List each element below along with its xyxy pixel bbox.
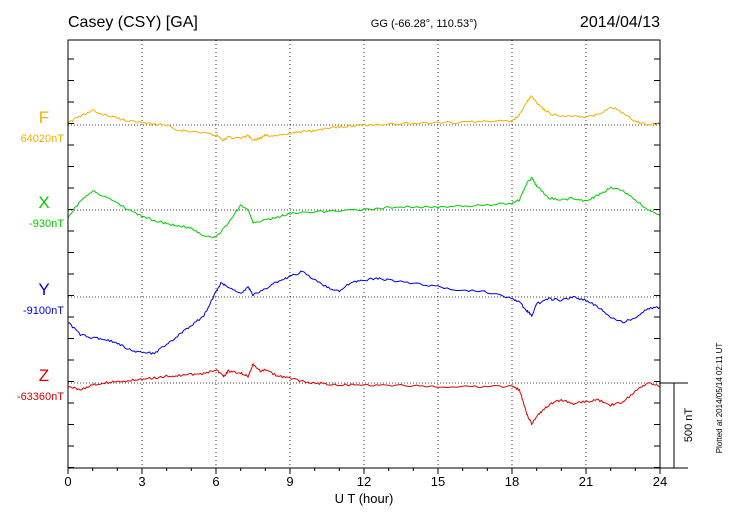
series-lines: [67, 95, 661, 426]
series-f-name: F: [39, 108, 49, 127]
series-labels: F 64020nT X -930nT Y -9100nT Z -63360nT: [17, 108, 64, 403]
series-x-name: X: [38, 193, 49, 212]
series-x-line: [67, 176, 661, 239]
series-z-line: [67, 363, 661, 426]
x-tick-label: 15: [431, 474, 445, 489]
date-label: 2014/04/13: [580, 14, 660, 31]
x-tick-label: 0: [64, 474, 71, 489]
series-f-line: [67, 95, 661, 142]
plotted-at-note: Plotted at 2014/05/14 02:11 UT: [715, 343, 724, 454]
scale-bar-label: 500 nT: [683, 408, 695, 443]
x-tick-label: 9: [286, 474, 293, 489]
series-x-baseline-value: -930nT: [29, 218, 64, 230]
coordinates-label: GG (-66.28°, 110.53°): [371, 18, 477, 30]
series-y-name: Y: [38, 280, 49, 299]
series-f-baseline-value: 64020nT: [21, 133, 65, 145]
x-tick-labels: 0 3 6 9 12 15 18 21 24: [64, 474, 667, 489]
grid: [68, 40, 660, 468]
x-tick-label: 3: [138, 474, 145, 489]
x-tick-label: 18: [505, 474, 519, 489]
plot-frame: [67, 39, 661, 469]
series-z-baseline-value: -63360nT: [17, 391, 64, 403]
x-tick-label: 12: [357, 474, 371, 489]
x-tick-marks: [67, 58, 661, 474]
x-tick-label: 21: [579, 474, 593, 489]
x-axis-label: U T (hour): [335, 491, 394, 506]
x-tick-label: 6: [212, 474, 219, 489]
x-tick-label: 24: [653, 474, 667, 489]
scale-bar: 500 nT: [660, 382, 695, 469]
station-title: Casey (CSY) [GA]: [68, 14, 198, 31]
series-y-baseline-value: -9100nT: [23, 305, 64, 317]
series-z-name: Z: [39, 366, 49, 385]
series-y-line: [67, 270, 661, 355]
